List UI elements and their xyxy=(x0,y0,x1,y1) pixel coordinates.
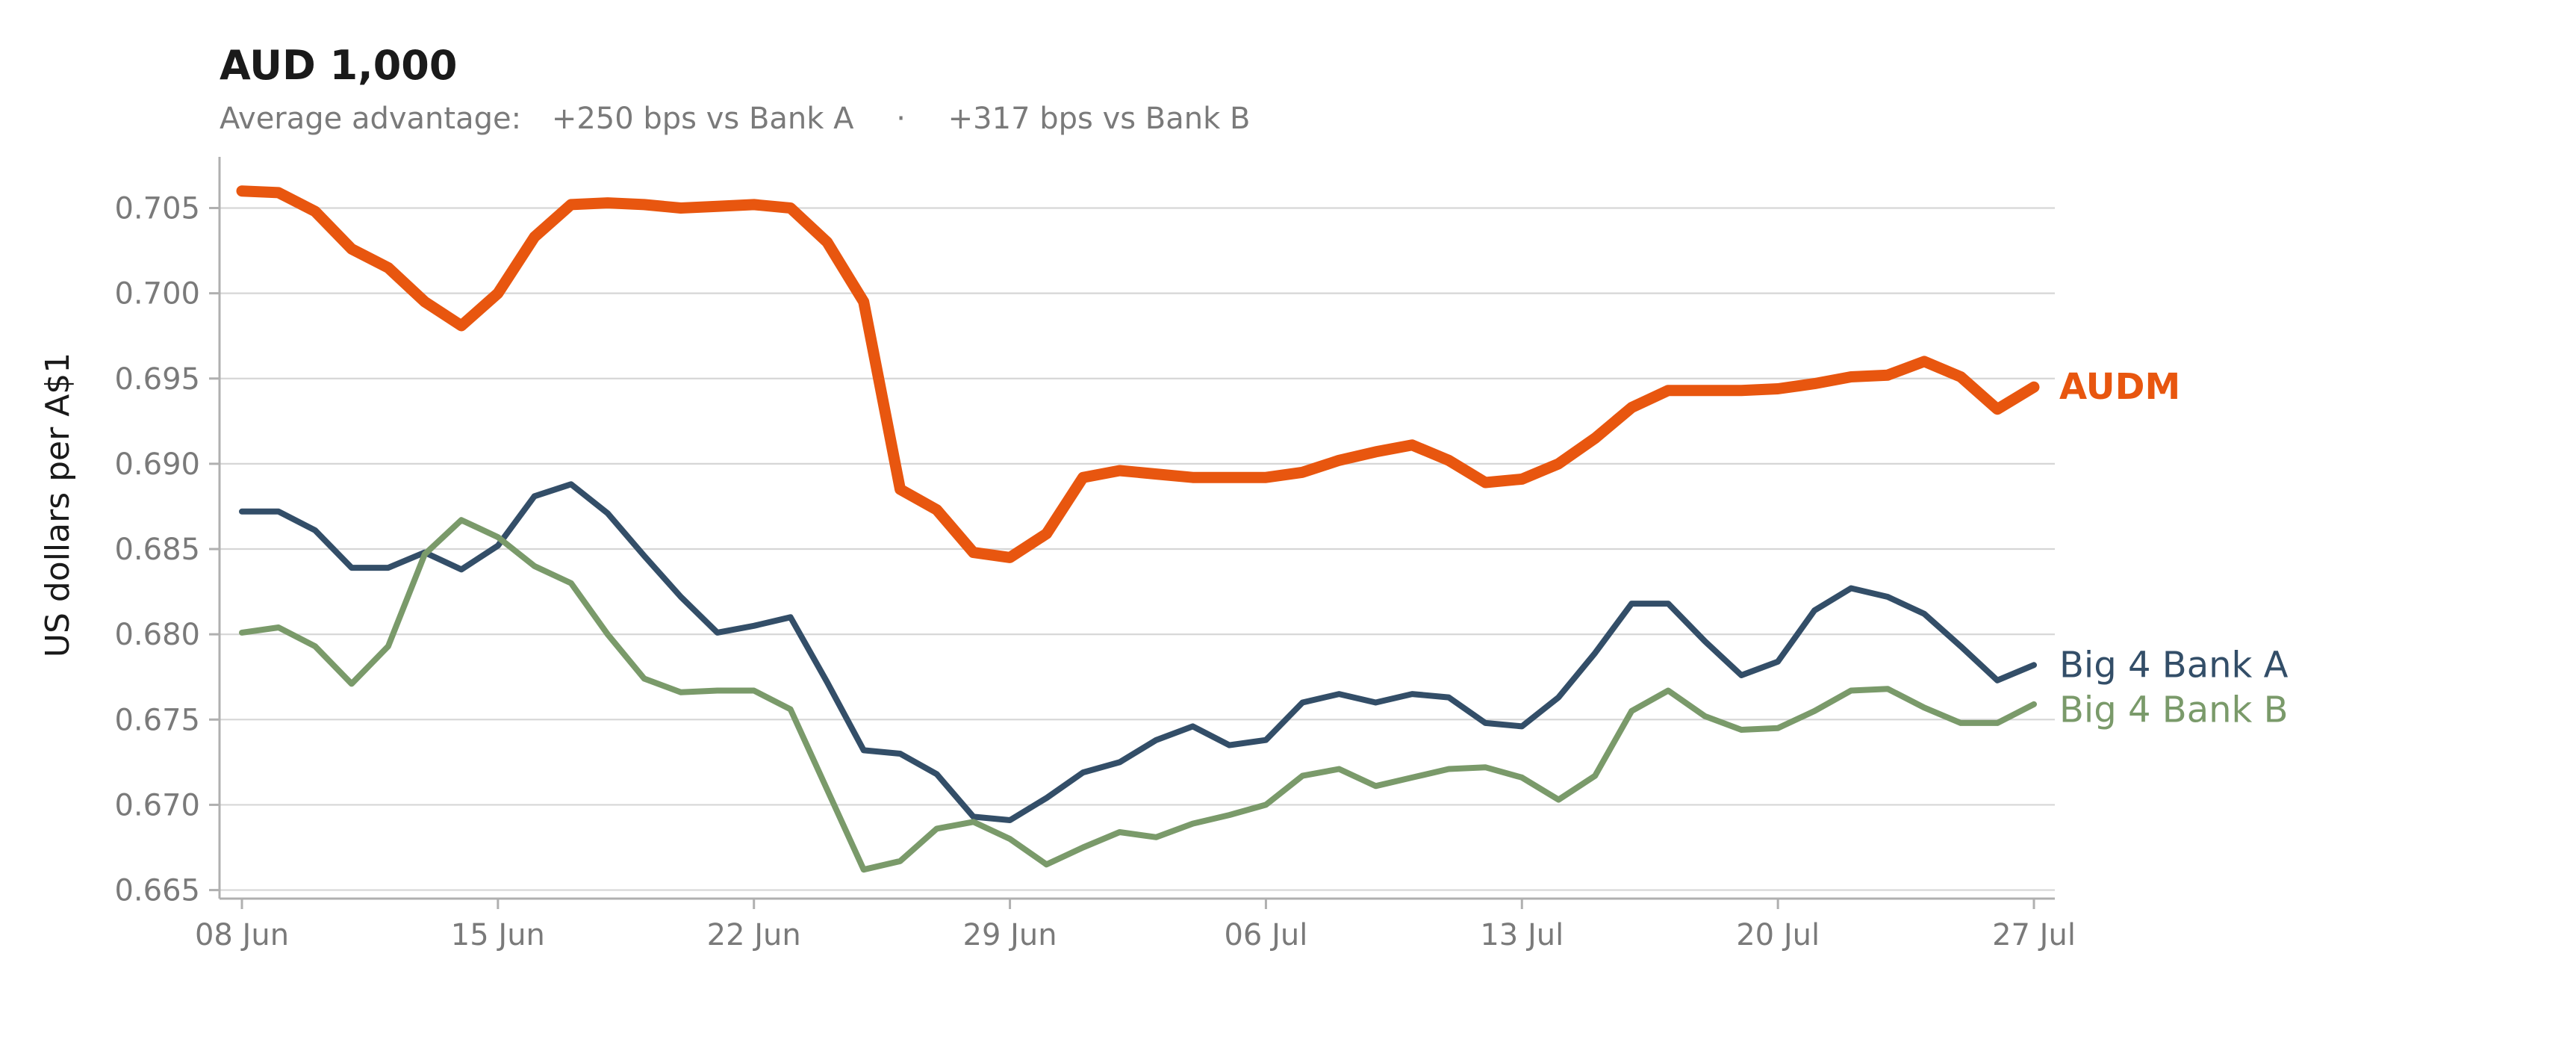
x-tick-label: 06 Jul xyxy=(1224,918,1307,952)
series-line-audm xyxy=(236,185,2040,563)
subtitle-vs-bank-a: +250 bps vs Bank A xyxy=(552,102,854,136)
subtitle-vs-bank-b: +317 bps vs Bank B xyxy=(948,102,1251,136)
series-label-big-4-bank-b: Big 4 Bank B xyxy=(2059,689,2289,731)
y-axis-ticks: 0.665 0.670 0.675 0.680 0.685 0.690 0.695 0.700… xyxy=(114,191,220,908)
y-tick-label: 0.675 xyxy=(114,703,200,737)
x-tick-label: 27 Jul xyxy=(1992,918,2076,952)
gridlines xyxy=(220,207,2055,891)
subtitle-prefix: Average advantage: xyxy=(220,102,521,136)
y-axis-label: US dollars per A$1 xyxy=(39,353,77,658)
x-tick-label: 13 Jul xyxy=(1480,918,1564,952)
series-lines xyxy=(236,185,2040,873)
y-tick-label: 0.695 xyxy=(114,362,200,397)
y-tick-label: 0.705 xyxy=(114,191,200,226)
subtitle-separator: · xyxy=(896,102,906,136)
y-tick-label: 0.680 xyxy=(114,618,200,652)
chart-title: AUD 1,000 xyxy=(220,42,457,89)
chart-subtitle: Average advantage: +250 bps vs Bank A · … xyxy=(220,102,1250,136)
axes xyxy=(218,157,2055,900)
series-label-big-4-bank-a: Big 4 Bank A xyxy=(2059,644,2289,686)
x-tick-label: 08 Jun xyxy=(195,918,289,952)
y-tick-label: 0.690 xyxy=(114,447,200,482)
series-label-audm: AUDM xyxy=(2059,366,2180,408)
x-tick-label: 22 Jun xyxy=(707,918,801,952)
y-tick-label: 0.670 xyxy=(114,788,200,822)
x-axis-ticks: 08 Jun 15 Jun 22 Jun 29 Jun 06 Jul 13 Jul 20 J… xyxy=(195,899,2076,952)
y-tick-label: 0.685 xyxy=(114,533,200,567)
x-tick-label: 29 Jun xyxy=(963,918,1057,952)
y-tick-label: 0.700 xyxy=(114,277,200,311)
x-tick-label: 15 Jun xyxy=(451,918,545,952)
series-line-big-4-bank-a xyxy=(239,481,2037,823)
x-tick-label: 20 Jul xyxy=(1736,918,1820,952)
series-line-big-4-bank-b xyxy=(239,517,2037,873)
y-tick-label: 0.665 xyxy=(114,874,200,908)
